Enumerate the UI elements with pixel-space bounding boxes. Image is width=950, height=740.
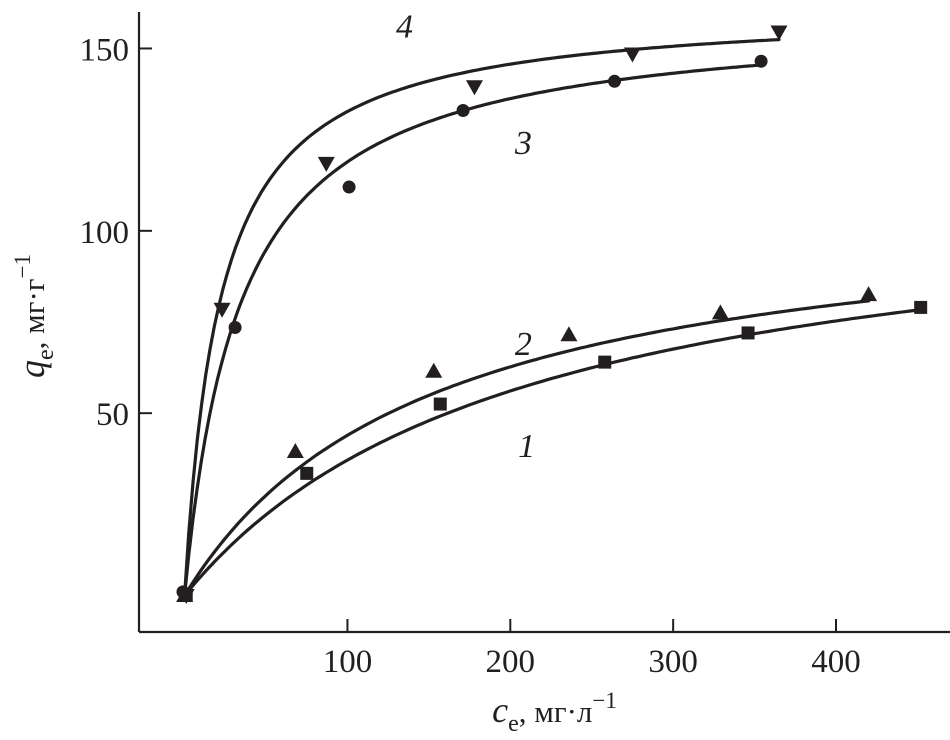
y-axis-title-units: , мг·г [16,278,51,349]
curve-series-3 [183,63,763,598]
y-tick-label: 150 [80,32,130,68]
series-label-1: 1 [518,428,535,465]
marker-triangle-down-series-4 [213,302,231,318]
marker-square-series-1 [741,326,755,340]
marker-square-series-1 [433,397,447,411]
x-axis-title-units: , мг·л [519,694,593,729]
y-tick-label: 50 [96,397,129,433]
x-tick-label: 400 [811,644,861,680]
data-markers [176,25,928,605]
x-axis-title-exponent: −1 [592,688,616,713]
fitted-curves [183,38,923,598]
axes [137,12,950,634]
marker-circle-series-3 [608,74,622,88]
marker-triangle-up-series-2 [425,362,443,378]
series-label-3: 3 [514,125,532,162]
x-axis-title-symbol: c [492,690,508,730]
curve-series-2 [183,299,871,598]
marker-triangle-down-series-4 [317,156,335,172]
y-axis-title-symbol: q [12,360,52,378]
x-tick-label: 200 [486,644,536,680]
x-axis-title-subscript: e [508,711,519,737]
marker-square-series-1 [300,466,314,480]
x-axis-title: ce, мг·л−1 [492,688,617,737]
x-tick-label: 100 [323,644,373,680]
series-label-4: 4 [396,9,413,46]
y-axis-title: qe, мг·г−1 [10,254,59,378]
tick-group: 100 200 300 400 50 100 150 [80,32,861,680]
marker-triangle-up-series-2 [860,286,878,302]
y-axis-title-subscript: e [33,349,59,360]
marker-triangle-up-series-2 [560,326,578,342]
marker-triangle-down-series-4 [465,80,483,96]
marker-triangle-down-series-4 [623,47,641,63]
marker-triangle-up-series-2 [711,304,729,320]
marker-square-series-1 [598,355,612,369]
series-label-2: 2 [515,326,532,363]
marker-square-series-1 [914,300,928,314]
series-labels: 1 2 3 4 [396,9,535,465]
marker-triangle-down-series-4 [177,589,195,605]
marker-circle-series-3 [228,320,242,334]
marker-triangle-up-series-2 [286,442,304,458]
y-axis-title-exponent: −1 [10,254,35,278]
x-tick-label: 300 [648,644,698,680]
marker-triangle-down-series-4 [770,25,788,41]
curve-series-4 [183,38,781,598]
y-tick-label: 100 [80,215,130,251]
marker-circle-series-3 [342,180,356,194]
marker-circle-series-3 [456,103,470,117]
curve-series-1 [183,308,923,598]
marker-circle-series-3 [754,54,768,68]
